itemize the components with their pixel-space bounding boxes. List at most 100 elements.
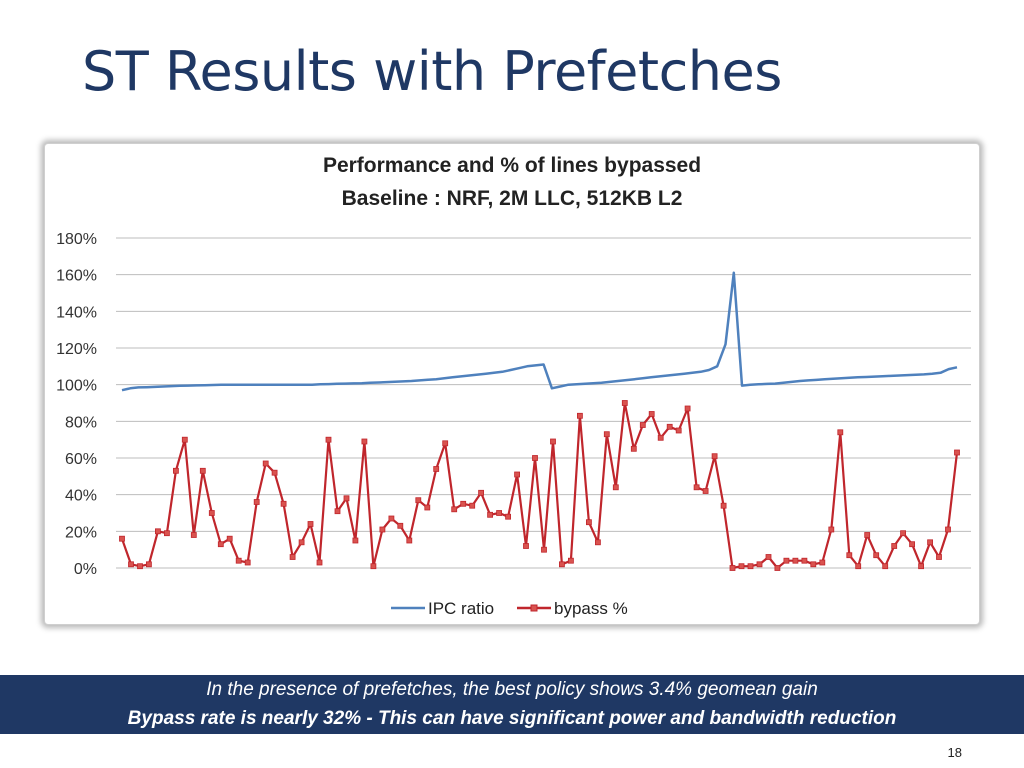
bypass-data-point (451, 506, 458, 513)
bypass-data-point (334, 508, 341, 515)
bypass-series-line (120, 401, 959, 570)
bypass-data-point (927, 539, 933, 546)
bypass-data-point (307, 521, 314, 527)
bypass-data-point (415, 497, 422, 504)
bypass-data-point (774, 565, 781, 571)
bypass-data-point (541, 546, 547, 553)
bypass-data-point (253, 499, 260, 505)
bypass-data-point (747, 563, 754, 570)
bypass-data-point (181, 436, 188, 443)
bypass-data-point (505, 513, 512, 520)
bypass-data-point (586, 519, 592, 526)
bypass-data-point (945, 526, 951, 533)
bypass-data-point (550, 438, 556, 445)
series-layer (119, 271, 960, 571)
bypass-data-point (792, 557, 799, 564)
bypass-data-point (603, 431, 610, 438)
bypass-data-point (693, 484, 700, 491)
bypass-data-point (783, 557, 790, 564)
y-tick-label: 140% (56, 304, 97, 321)
bypass-data-point (954, 449, 960, 456)
bypass-data-point (128, 561, 134, 568)
bypass-data-point (873, 552, 880, 559)
bypass-data-point (729, 565, 736, 571)
bypass-data-point (433, 466, 440, 472)
y-tick-label: 20% (65, 524, 97, 541)
bypass-data-point (855, 563, 862, 570)
bypass-data-point (316, 559, 323, 566)
y-tick-label: 160% (56, 268, 97, 285)
bypass-data-point (684, 405, 691, 412)
bypass-data-point (164, 530, 170, 537)
bypass-data-point (675, 427, 682, 434)
line-chart: Performance and % of lines bypassed Base… (56, 154, 971, 618)
bypass-data-point (765, 554, 772, 560)
legend-bypass-marker (530, 604, 538, 612)
bypass-data-point (595, 539, 601, 546)
bypass-data-point (226, 535, 233, 542)
bypass-data-point (137, 563, 143, 570)
bypass-data-point (478, 489, 485, 496)
bypass-data-point (801, 557, 808, 564)
bypass-data-point (523, 543, 529, 549)
bypass-data-point (882, 563, 889, 570)
y-axis-tick-labels: 0% 20% 40% 60% 80% 100% 120% 140% 160% 180% (56, 231, 97, 578)
bypass-data-point (720, 502, 727, 509)
bypass-data-point (936, 554, 942, 560)
chart-title: Performance and % of lines bypassed (323, 154, 701, 177)
bypass-data-point (621, 400, 628, 406)
bypass-data-point (900, 530, 906, 537)
y-tick-label: 60% (65, 451, 97, 468)
bypass-data-point (514, 471, 521, 478)
slide-title: ST Results with Prefetches (82, 40, 782, 103)
bypass-data-point (370, 563, 377, 570)
bypass-data-point (909, 541, 915, 548)
legend: IPC ratio bypass % (391, 599, 628, 618)
bypass-data-point (397, 522, 404, 529)
y-tick-label: 0% (74, 561, 97, 578)
legend-ipc-label: IPC ratio (428, 599, 494, 618)
bypass-data-point (442, 440, 449, 447)
bypass-data-point (325, 436, 332, 443)
bypass-data-point (388, 515, 395, 522)
bypass-data-point (217, 541, 224, 548)
bypass-data-point (630, 445, 637, 452)
bypass-data-point (837, 429, 844, 436)
bypass-data-point (864, 532, 871, 538)
y-tick-label: 180% (56, 231, 97, 248)
bypass-data-point (846, 552, 853, 559)
bypass-data-point (756, 561, 763, 568)
bypass-data-point (657, 434, 664, 441)
bypass-data-point (352, 537, 359, 544)
bypass-data-point (810, 561, 817, 568)
legend-bypass-label: bypass % (554, 599, 628, 618)
bypass-data-point (235, 557, 242, 564)
bypass-data-point (361, 438, 368, 445)
bypass-data-point (262, 460, 269, 467)
bypass-data-point (280, 500, 287, 507)
banner-line-1: In the presence of prefetches, the best … (206, 679, 818, 700)
bypass-data-point (172, 467, 179, 474)
bypass-data-point (532, 455, 538, 461)
y-tick-label: 120% (56, 341, 97, 358)
bypass-data-point (155, 528, 161, 535)
banner-line-2: Bypass rate is nearly 32% - This can hav… (127, 708, 897, 729)
ipc-ratio-series-line (121, 271, 958, 392)
bypass-data-point (639, 422, 646, 428)
bypass-data-point (343, 495, 350, 502)
bypass-data-point (666, 423, 673, 430)
bypass-data-point (469, 502, 476, 509)
bypass-data-point (298, 539, 305, 546)
page-number: 18 (947, 745, 962, 760)
bypass-data-point (612, 484, 619, 491)
chart-subtitle: Baseline : NRF, 2M LLC, 512KB L2 (342, 187, 683, 210)
bypass-data-point (738, 563, 745, 570)
bypass-data-point (271, 469, 278, 476)
bypass-data-point (487, 511, 494, 518)
y-tick-label: 80% (65, 414, 97, 431)
summary-banner: In the presence of prefetches, the best … (0, 675, 1024, 734)
bypass-data-point (379, 526, 386, 533)
chart-frame: Performance and % of lines bypassed Base… (44, 143, 980, 625)
bypass-data-point (496, 510, 503, 516)
bypass-data-point (460, 500, 467, 507)
